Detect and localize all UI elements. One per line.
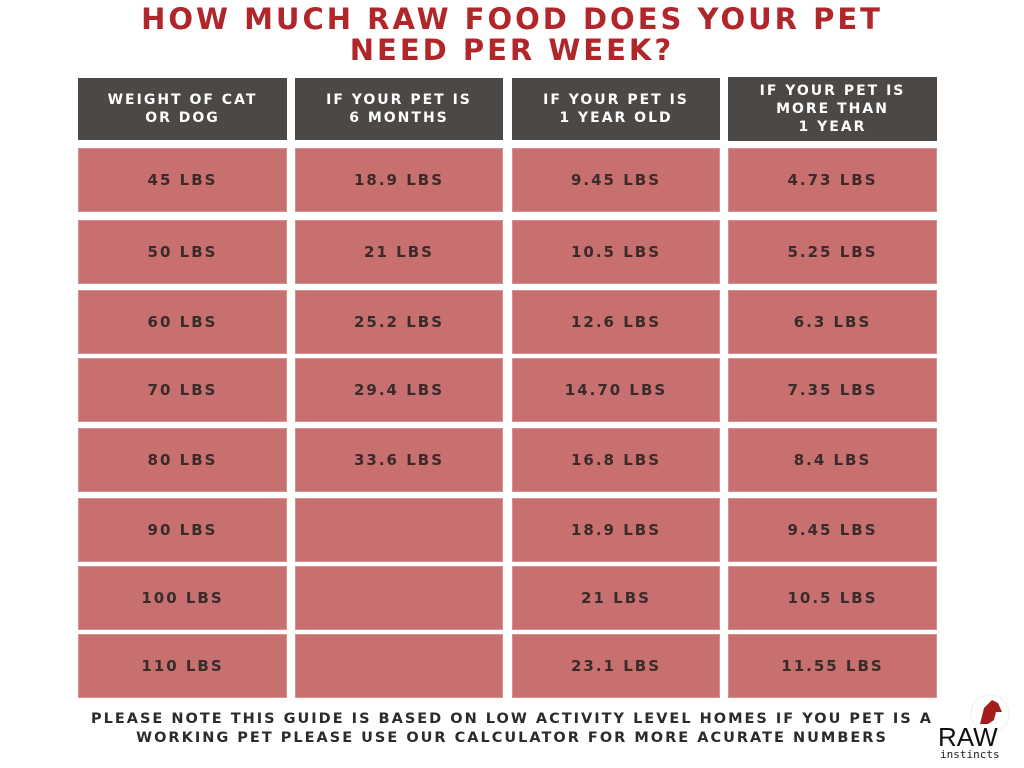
table-cell: 14.70 LBS (512, 358, 720, 422)
table-cell: 18.9 LBS (512, 498, 720, 562)
page-title: HOW MUCH RAW FOOD DOES YOUR PET NEED PER… (0, 4, 1024, 66)
table-cell: 45 LBS (78, 148, 287, 212)
footnote: PLEASE NOTE THIS GUIDE IS BASED ON LOW A… (0, 710, 1024, 748)
logo-sub: instincts (940, 748, 1000, 761)
column-header-line: IF YOUR PET IS (759, 83, 906, 99)
footnote-line-2: WORKING PET PLEASE USE OUR CALCULATOR FO… (136, 730, 888, 746)
table-cell: 100 LBS (78, 566, 287, 630)
table-cell: 90 LBS (78, 498, 287, 562)
table-cell: 21 LBS (295, 220, 503, 284)
table-cell: 4.73 LBS (728, 148, 937, 212)
column-header-line: MORE THAN (776, 101, 889, 117)
column-header-line: 6 MONTHS (349, 110, 449, 126)
footnote-line-1: PLEASE NOTE THIS GUIDE IS BASED ON LOW A… (91, 711, 933, 727)
logo-word: RAW (938, 722, 998, 752)
column-header-line: IF YOUR PET IS (326, 92, 472, 108)
column-header: WEIGHT OF CAT OR DOG (78, 78, 287, 140)
column-header: IF YOUR PET IS 1 YEAR OLD (512, 78, 720, 140)
column-header-line: OR DOG (145, 110, 220, 126)
column-header: IF YOUR PET IS 6 MONTHS (295, 78, 503, 140)
title-line-1: HOW MUCH RAW FOOD DOES YOUR PET (141, 2, 883, 36)
horse-emblem-icon (970, 694, 1010, 734)
column-header-line: WEIGHT OF CAT (107, 92, 258, 108)
column-header-line: IF YOUR PET IS (543, 92, 689, 108)
table-cell (295, 566, 503, 630)
table-cell: 9.45 LBS (728, 498, 937, 562)
table-cell: 25.2 LBS (295, 290, 503, 354)
table-cell: 80 LBS (78, 428, 287, 492)
table-cell: 16.8 LBS (512, 428, 720, 492)
table-cell: 11.55 LBS (728, 634, 937, 698)
table-cell: 5.25 LBS (728, 220, 937, 284)
table-cell: 9.45 LBS (512, 148, 720, 212)
title-line-2: NEED PER WEEK? (349, 33, 675, 67)
column-header-line: 1 YEAR (798, 119, 867, 135)
column-header: IF YOUR PET IS MORE THAN 1 YEAR (728, 77, 937, 141)
column-header-line: 1 YEAR OLD (559, 110, 673, 126)
table-cell: 21 LBS (512, 566, 720, 630)
table-cell: 33.6 LBS (295, 428, 503, 492)
table-cell: 70 LBS (78, 358, 287, 422)
table-cell: 110 LBS (78, 634, 287, 698)
table-cell: 10.5 LBS (728, 566, 937, 630)
table-cell: 6.3 LBS (728, 290, 937, 354)
table-cell: 60 LBS (78, 290, 287, 354)
table-cell (295, 634, 503, 698)
table-cell: 23.1 LBS (512, 634, 720, 698)
table-cell: 50 LBS (78, 220, 287, 284)
table-cell: 12.6 LBS (512, 290, 720, 354)
table-cell: 10.5 LBS (512, 220, 720, 284)
table-cell: 7.35 LBS (728, 358, 937, 422)
table-cell: 18.9 LBS (295, 148, 503, 212)
raw-instincts-logo: RAW instincts (936, 694, 1022, 766)
table-cell: 29.4 LBS (295, 358, 503, 422)
table-cell (295, 498, 503, 562)
table-cell: 8.4 LBS (728, 428, 937, 492)
